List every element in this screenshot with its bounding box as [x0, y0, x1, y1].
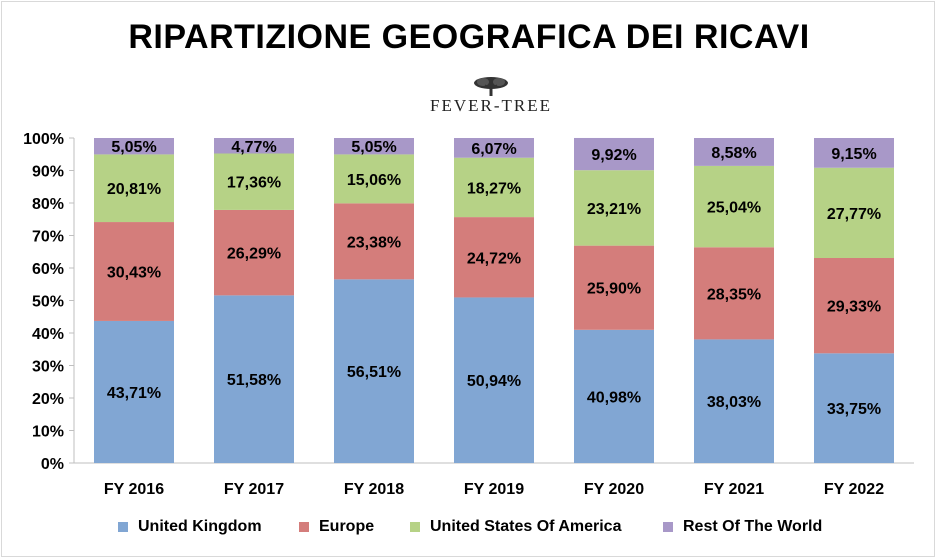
y-tick-label: 50%	[32, 294, 64, 311]
y-tick-label: 10%	[32, 424, 64, 441]
bar-segment	[694, 247, 774, 340]
bar-segment	[334, 138, 414, 155]
y-tick-label: 100%	[23, 131, 64, 148]
bars-layer	[94, 137, 894, 463]
brand-logo: FEVER-TREE	[398, 76, 584, 116]
bar-segment	[814, 167, 894, 258]
bar-segment	[454, 157, 534, 218]
bar-segment	[814, 257, 894, 354]
x-tick-label: FY 2019	[464, 481, 524, 498]
legend-swatch	[118, 522, 128, 532]
data-label: 29,33%	[827, 299, 881, 316]
data-label: 20,81%	[107, 181, 161, 198]
legend-swatch	[299, 522, 309, 532]
data-label: 5,05%	[111, 139, 156, 156]
bar-segment	[214, 295, 294, 463]
bar-segment	[574, 245, 654, 330]
data-label: 6,07%	[471, 141, 516, 158]
chart-title: RIPARTIZIONE GEOGRAFICA DEI RICAVI	[128, 18, 810, 56]
data-label: 25,04%	[707, 200, 761, 217]
y-tick-label: 80%	[32, 196, 64, 213]
data-label: 9,15%	[831, 146, 876, 163]
legend-swatch	[663, 522, 673, 532]
y-tick-label: 40%	[32, 326, 64, 343]
bar-segment	[94, 320, 174, 463]
bar-segment	[574, 170, 654, 246]
data-label: 33,75%	[827, 401, 881, 418]
x-tick-label: FY 2021	[704, 481, 764, 498]
data-label: 30,43%	[107, 264, 161, 281]
bar-segment	[94, 154, 174, 223]
bar-segment	[214, 209, 294, 296]
data-label: 26,29%	[227, 246, 281, 263]
data-label: 25,90%	[587, 281, 641, 298]
data-label: 51,58%	[227, 372, 281, 389]
bar-segment	[574, 137, 654, 171]
x-tick-label: FY 2018	[344, 481, 404, 498]
legend-swatch	[410, 522, 420, 532]
bar-segment	[694, 339, 774, 463]
axis-layer: 0% 10% 20% 30% 40% 50% 60% 70% 80% 90% 100% FY 2016…	[23, 131, 914, 498]
bar-segment	[454, 217, 534, 298]
data-label: 15,06%	[347, 172, 401, 189]
bar-segment	[574, 329, 654, 463]
data-label: 17,36%	[227, 175, 281, 192]
data-label: 4,77%	[231, 139, 276, 156]
data-label: 9,92%	[591, 147, 636, 164]
x-tick-label: FY 2020	[584, 481, 644, 498]
data-label: 38,03%	[707, 394, 761, 411]
y-tick-label: 0%	[41, 456, 64, 473]
bar-segment	[94, 138, 174, 155]
legend-label: Europe	[319, 518, 375, 535]
y-tick-label: 20%	[32, 391, 64, 408]
bar-segment	[94, 222, 174, 321]
legend-item: United States Of America	[410, 518, 621, 536]
bar-segment	[334, 154, 414, 204]
legend-item: Rest Of The World	[663, 518, 822, 536]
data-label: 24,72%	[467, 250, 521, 267]
y-tick-label: 70%	[32, 229, 64, 246]
bar-segment	[814, 138, 894, 168]
legend-item: Europe	[299, 518, 374, 536]
y-tick-label: 90%	[32, 164, 64, 181]
data-label: 40,98%	[587, 389, 641, 406]
data-label: 18,27%	[467, 180, 521, 197]
y-tick-label: 30%	[32, 359, 64, 376]
bar-segment	[334, 203, 414, 280]
bar-segment	[334, 279, 414, 463]
data-label: 5,05%	[351, 139, 396, 156]
bar-segment	[694, 165, 774, 248]
data-label: 50,94%	[467, 373, 521, 390]
data-label: 27,77%	[827, 206, 881, 223]
labels-layer: 43,71% 30,43% 20,81% 5,05% 51,58% 26,29% 17,36…	[107, 139, 881, 418]
x-tick-label: FY 2017	[224, 481, 284, 498]
bar-segment	[694, 138, 774, 166]
y-tick-label: 60%	[32, 261, 64, 278]
data-label: 56,51%	[347, 364, 401, 381]
bar-segment	[454, 297, 534, 463]
legend-item: United Kingdom	[118, 518, 262, 536]
data-label: 28,35%	[707, 286, 761, 303]
x-tick-label: FY 2022	[824, 481, 884, 498]
data-label: 8,58%	[711, 145, 756, 162]
bar-segment	[454, 138, 534, 158]
chart-legend: United Kingdom Europe United States Of Ame…	[0, 518, 938, 540]
bar-segment	[214, 153, 294, 210]
bar-segment	[214, 138, 294, 154]
data-label: 43,71%	[107, 385, 161, 402]
legend-label: Rest Of The World	[683, 518, 823, 535]
x-tick-label: FY 2016	[104, 481, 164, 498]
bar-segment	[814, 353, 894, 463]
data-label: 23,21%	[587, 201, 641, 218]
legend-label: United Kingdom	[138, 518, 262, 535]
data-label: 23,38%	[347, 234, 401, 251]
tree-icon	[474, 77, 508, 96]
logo-text: FEVER-TREE	[430, 96, 552, 115]
legend-label: United States Of America	[430, 518, 622, 535]
